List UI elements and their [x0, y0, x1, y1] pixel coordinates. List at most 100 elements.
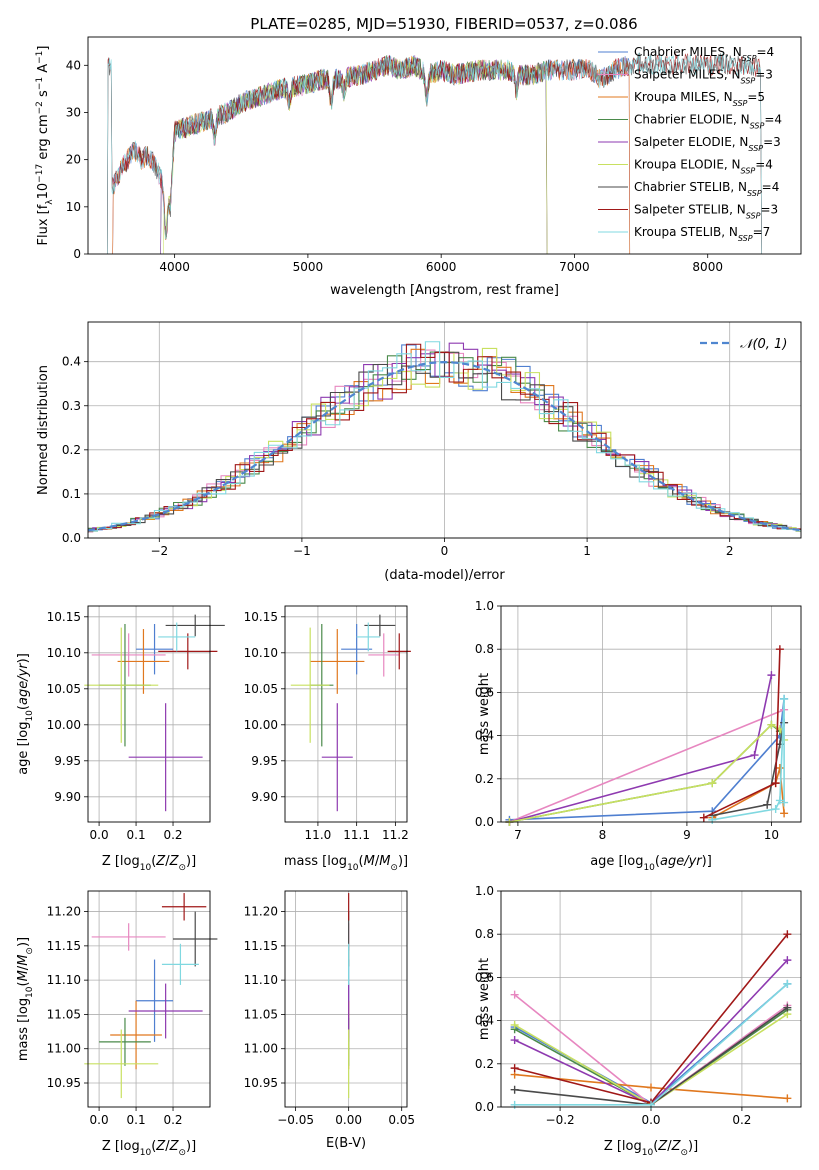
x-tick-label: 8 — [599, 828, 607, 842]
x-tick-label: −0.05 — [277, 1113, 314, 1127]
axes-frame — [87, 605, 211, 823]
weight-marker — [647, 1083, 655, 1092]
weight-marker — [510, 1085, 519, 1094]
weight-marker — [767, 671, 776, 680]
y-tick-label: 0.0 — [475, 815, 494, 829]
axis-label: age [log10(age/yr)] — [590, 854, 712, 873]
axes-frame — [284, 605, 408, 823]
spectrum-line — [107, 53, 762, 254]
spectrum-line — [112, 55, 631, 254]
y-tick-label: 9.95 — [54, 754, 81, 768]
histogram-steps — [88, 341, 801, 532]
y-tick-label: 9.90 — [251, 790, 278, 804]
weight-line — [509, 723, 781, 823]
x-tick-label: 7 — [514, 828, 522, 842]
y-tick-label: 0.2 — [475, 772, 494, 786]
y-tick-label: 0 — [73, 247, 81, 261]
histogram-steps — [88, 351, 801, 533]
x-tick-label: 0.2 — [163, 828, 182, 842]
axis-label: age [log10(age/yr)] — [16, 653, 35, 775]
axis-label: mass [log10(M/M⊙)] — [16, 937, 35, 1061]
y-tick-label: 10.10 — [47, 646, 81, 660]
spectrum-line — [107, 52, 762, 254]
legend-label: Kroupa STELIB, NSSP=7 — [634, 225, 770, 243]
axis-label: mass weight — [477, 673, 492, 755]
y-tick-label: 0.4 — [475, 729, 494, 743]
legend-label: Salpeter ELODIE, NSSP=3 — [634, 135, 781, 153]
axis-label: Z [log10(Z/Z⊙)] — [604, 1139, 698, 1158]
axis-label: Z [log10(Z/Z⊙)] — [102, 1139, 196, 1158]
legend-label: Chabrier MILES, NSSP=4 — [634, 45, 774, 63]
legend-label: 𝒩(0, 1) — [740, 337, 787, 352]
spectrum-line — [112, 55, 631, 254]
legend-label: Chabrier STELIB, NSSP=4 — [634, 180, 779, 198]
y-tick-label: 11.20 — [47, 905, 81, 919]
x-tick-label: 9 — [683, 828, 691, 842]
weight-marker — [771, 779, 780, 788]
age_vs_mass-panel: 11.0 11.1 11.2 9.90 9.95 10.00 10.05 10.10 10.15… — [244, 605, 411, 873]
histograms — [88, 341, 801, 533]
weight-marker — [780, 798, 789, 807]
spectrum-line — [160, 54, 548, 254]
figure-title: PLATE=0285, MJD=51930, FIBERID=0537, z=0… — [250, 15, 637, 33]
x-tick-label: 8000 — [692, 260, 723, 274]
y-tick-label: 0.0 — [475, 1100, 494, 1114]
y-tick-label: 0.1 — [62, 487, 81, 501]
x-tick-label: 5000 — [293, 260, 324, 274]
axis-label: Normed distribution — [36, 365, 51, 495]
residuals-panel: −2 −1 0 1 2 0.0 0.1 0.2 0.3 0.4 (data-model)/error… — [36, 321, 802, 583]
y-tick-label: 0.8 — [475, 927, 494, 941]
weight-line — [712, 722, 785, 817]
weight-marker — [783, 930, 792, 939]
weight-marker — [510, 1020, 519, 1029]
spectrum-lines — [107, 52, 762, 254]
y-tick-label: 11.15 — [244, 939, 278, 953]
y-tick-label: 11.05 — [47, 1007, 81, 1021]
weight-marker — [783, 956, 792, 965]
y-tick-label: 11.10 — [47, 973, 81, 987]
weight-marker — [510, 990, 519, 999]
y-tick-label: 9.90 — [54, 790, 81, 804]
mass_weight_vs_age-panel: 7 8 9 10 0.0 0.2 0.4 0.6 0.8 1.0 age [log10(age/yr… — [475, 599, 802, 873]
y-tick-label: 11.05 — [244, 1007, 278, 1021]
weight-marker — [771, 805, 780, 814]
weight-marker — [780, 694, 789, 703]
x-tick-label: 0.0 — [90, 1113, 109, 1127]
x-tick-label: −1 — [293, 544, 311, 558]
x-tick-label: 0 — [441, 544, 449, 558]
y-tick-label: 30 — [66, 105, 81, 119]
weight-marker — [708, 815, 717, 824]
x-tick-label: 2 — [726, 544, 734, 558]
x-tick-label: −2 — [150, 544, 168, 558]
weight-line — [712, 698, 785, 821]
spectrum-panel: 4000 5000 6000 7000 8000 0 10 20 30 40 wavelength … — [35, 36, 802, 298]
weight-marker — [699, 813, 708, 822]
y-tick-label: 10.05 — [47, 682, 81, 696]
spectrum-line — [112, 55, 631, 254]
legend-label: Kroupa ELODIE, NSSP=4 — [634, 158, 773, 176]
plot-layer: 4000 5000 6000 7000 8000010203040wavelength … — [16, 36, 802, 1158]
x-tick-label: 0.2 — [163, 1113, 182, 1127]
weight-line — [509, 708, 785, 823]
weight-marker — [510, 1100, 519, 1109]
y-tick-label: 10.05 — [244, 682, 278, 696]
y-tick-label: 1.0 — [475, 884, 494, 898]
legend-label: Chabrier ELODIE, NSSP=4 — [634, 113, 782, 131]
spectrum-line — [162, 56, 548, 254]
histogram-steps — [88, 343, 801, 533]
mass_vs_EBV-panel: −0.05 0.00 0.05 10.95 11.00 11.05 11.10 11.15 11… — [244, 890, 415, 1151]
axis-label: wavelength [Angstrom, rest frame] — [330, 283, 559, 298]
x-tick-label: 11.0 — [305, 828, 332, 842]
x-tick-label: 11.2 — [382, 828, 409, 842]
y-tick-label: 0.6 — [475, 970, 494, 984]
weight-marker — [763, 800, 772, 809]
axes-frame — [87, 890, 211, 1108]
y-tick-label: 10.95 — [244, 1076, 278, 1090]
weight-line — [509, 723, 785, 823]
x-tick-label: 0.2 — [732, 1113, 751, 1127]
x-tick-label: 11.1 — [343, 828, 370, 842]
normal-curve — [88, 360, 801, 532]
y-tick-label: 11.15 — [47, 939, 81, 953]
y-tick-label: 10.15 — [47, 610, 81, 624]
axis-label: Z [log10(Z/Z⊙)] — [102, 854, 196, 873]
